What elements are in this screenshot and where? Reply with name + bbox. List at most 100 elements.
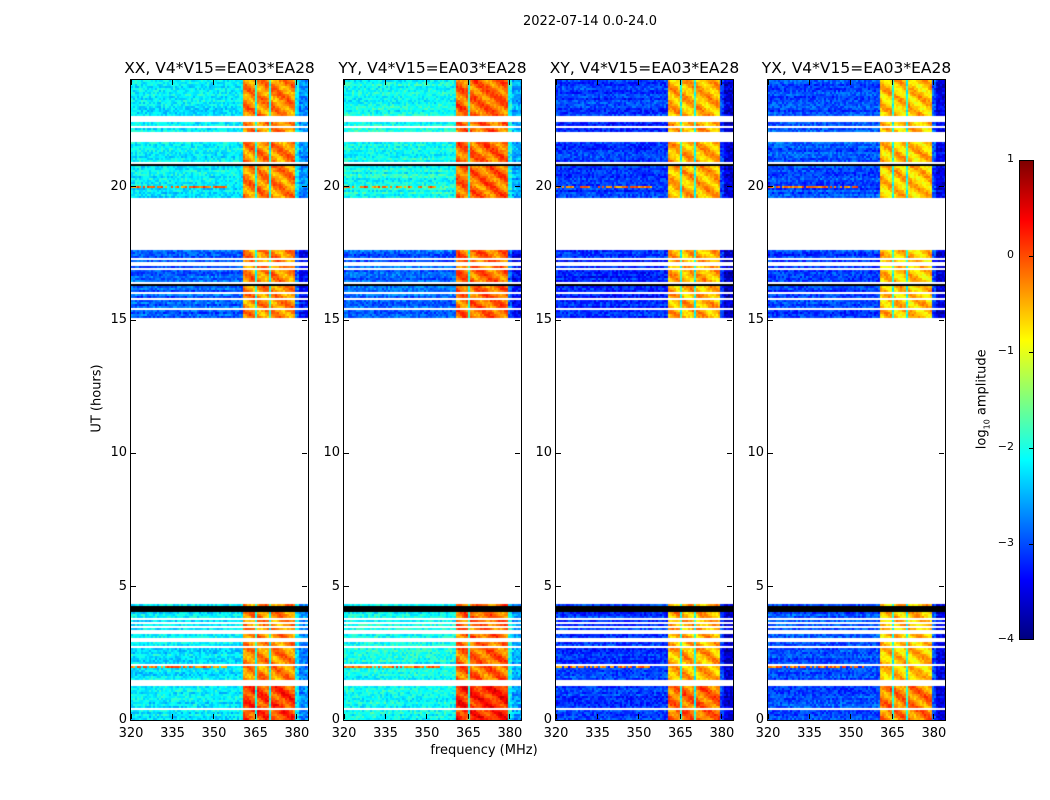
- y-tick-mark: [727, 319, 732, 321]
- y-tick-label: 0: [118, 712, 127, 727]
- y-tick-label: 0: [755, 712, 764, 727]
- heatmap-canvas: [768, 80, 945, 720]
- y-tick-mark: [939, 586, 944, 588]
- x-tick-mark: [426, 80, 428, 85]
- x-tick-label: 365: [243, 726, 268, 741]
- x-tick-mark: [596, 714, 598, 719]
- y-tick-label: 10: [747, 445, 764, 461]
- x-tick-label: 365: [456, 726, 481, 741]
- x-tick-mark: [254, 714, 256, 719]
- y-tick-label: 20: [110, 178, 127, 194]
- colorbar-tick-mark: [1029, 352, 1034, 353]
- x-tick-mark: [850, 80, 852, 85]
- y-tick-mark: [515, 586, 520, 588]
- y-tick-mark: [768, 186, 773, 188]
- x-tick-mark: [679, 714, 681, 719]
- heatmap-canvas: [131, 80, 308, 720]
- x-tick-mark: [213, 714, 215, 719]
- x-tick-label: 365: [668, 726, 693, 741]
- y-tick-mark: [556, 719, 561, 721]
- y-tick-label: 10: [535, 445, 552, 461]
- y-tick-mark: [556, 186, 561, 188]
- waterfall-panel: 320 335 350 365 380 0 5 10 15 20: [110, 79, 309, 741]
- y-tick-mark: [768, 319, 773, 321]
- x-tick-label: 365: [880, 726, 905, 741]
- x-tick-mark: [130, 714, 132, 719]
- heatmap-canvas: [556, 80, 733, 720]
- colorbar-label-sub: 10: [982, 419, 992, 430]
- x-tick-mark: [891, 714, 893, 719]
- x-tick-label: 380: [497, 726, 523, 741]
- y-tick-mark: [515, 319, 520, 321]
- y-tick-mark: [939, 186, 944, 188]
- y-tick-mark: [556, 319, 561, 321]
- y-tick-mark: [131, 186, 136, 188]
- colorbar: [1019, 160, 1034, 640]
- y-tick-label: 15: [323, 312, 340, 327]
- y-tick-mark: [727, 719, 732, 721]
- y-tick-label: 20: [323, 178, 340, 194]
- panel-frame: [555, 79, 734, 721]
- x-tick-mark: [509, 80, 511, 85]
- x-tick-mark: [596, 80, 598, 85]
- panel-title: XY, V4*V15=EA03*EA28: [549, 59, 740, 77]
- y-tick-label: 10: [110, 445, 127, 461]
- x-tick-mark: [933, 80, 935, 85]
- y-tick-mark: [768, 586, 773, 588]
- x-tick-mark: [509, 714, 511, 719]
- colorbar-tick-mark: [1029, 544, 1034, 545]
- x-tick-label: 350: [414, 726, 440, 741]
- x-tick-mark: [254, 80, 256, 85]
- y-tick-label: 5: [118, 578, 127, 594]
- y-axis-label: UT (hours): [89, 364, 105, 433]
- y-tick-mark: [727, 586, 732, 588]
- y-tick-mark: [344, 186, 349, 188]
- colorbar-tick-label: −4: [997, 632, 1014, 645]
- x-tick-mark: [467, 80, 469, 85]
- waterfall-panel: 320 335 350 365 380 0 5 10 15 20: [747, 79, 946, 741]
- waterfall-panel: 320 335 350 365 380 0 5 10 15 20: [535, 79, 734, 741]
- colorbar-tick-label: 1: [1007, 152, 1014, 165]
- y-tick-mark: [768, 452, 773, 454]
- x-tick-mark: [721, 714, 723, 719]
- y-tick-mark: [344, 586, 349, 588]
- y-tick-mark: [939, 319, 944, 321]
- y-tick-mark: [768, 719, 773, 721]
- x-tick-label: 320: [543, 726, 569, 741]
- x-tick-mark: [171, 714, 173, 719]
- x-tick-mark: [679, 80, 681, 85]
- x-tick-mark: [467, 714, 469, 719]
- x-tick-mark: [638, 80, 640, 85]
- x-tick-mark: [850, 714, 852, 719]
- y-tick-mark: [131, 452, 136, 454]
- x-tick-mark: [555, 80, 557, 85]
- x-tick-mark: [808, 714, 810, 719]
- colorbar-label: log10 amplitude: [975, 334, 992, 464]
- y-tick-mark: [131, 586, 136, 588]
- x-tick-mark: [426, 714, 428, 719]
- x-tick-label: 320: [331, 726, 357, 741]
- x-tick-mark: [296, 714, 298, 719]
- y-tick-mark: [727, 186, 732, 188]
- colorbar-tick-label: −1: [997, 344, 1014, 357]
- colorbar-tick-mark: [1029, 448, 1034, 449]
- x-tick-mark: [343, 714, 345, 719]
- x-tick-mark: [213, 80, 215, 85]
- x-tick-label: 350: [201, 726, 227, 741]
- x-tick-label: 320: [118, 726, 144, 741]
- y-tick-mark: [344, 719, 349, 721]
- x-tick-mark: [638, 714, 640, 719]
- y-tick-mark: [515, 719, 520, 721]
- x-axis-label: frequency (MHz): [430, 743, 538, 758]
- colorbar-tick-mark: [1029, 256, 1034, 257]
- y-tick-label: 15: [110, 312, 127, 327]
- colorbar-tick-label: −3: [997, 536, 1014, 549]
- x-tick-mark: [384, 80, 386, 85]
- colorbar-label-rest: amplitude: [974, 349, 990, 420]
- y-tick-label: 0: [331, 712, 340, 727]
- y-tick-mark: [302, 719, 307, 721]
- y-tick-mark: [302, 452, 307, 454]
- x-tick-label: 335: [160, 726, 185, 741]
- y-tick-label: 20: [535, 178, 552, 194]
- panel-title: XX, V4*V15=EA03*EA28: [124, 59, 315, 77]
